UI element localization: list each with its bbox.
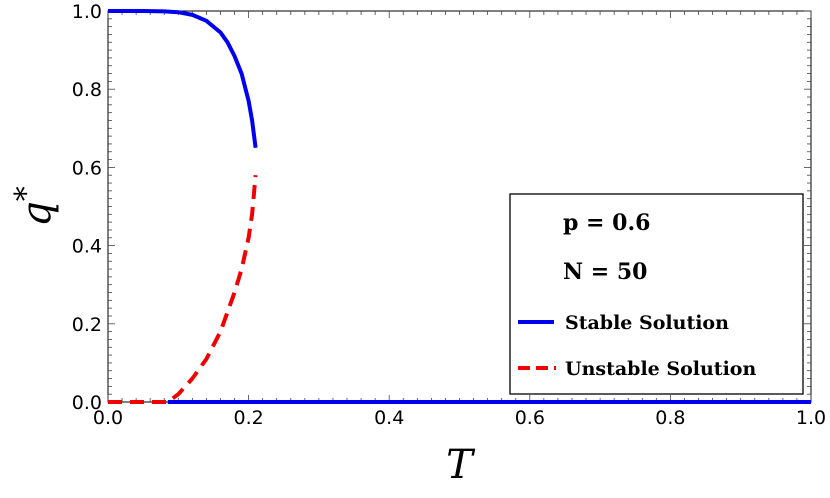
x-tick-label: 0.2 <box>233 407 263 429</box>
x-axis-label: T <box>446 442 476 488</box>
y-tick-label: 0.4 <box>72 236 102 258</box>
y-tick-label: 1.0 <box>72 1 102 23</box>
y-axis-label-superscript: * <box>9 186 44 201</box>
y-tick-label: 0.2 <box>72 314 102 336</box>
legend-box <box>509 193 804 395</box>
y-tick-label: 0.0 <box>72 392 102 414</box>
x-tick-label: 0.4 <box>374 407 404 429</box>
x-tick-label: 1.0 <box>796 407 826 429</box>
annotation-p: p = 0.6 <box>563 210 650 236</box>
series-stable-line-0 <box>108 9 258 149</box>
series-unstable-line <box>108 175 258 404</box>
x-tick-label: 0.8 <box>655 407 685 429</box>
y-axis-label: q* <box>9 186 60 227</box>
series-layer <box>108 9 811 404</box>
y-tick-label: 0.8 <box>72 79 102 101</box>
y-tick-labels: 0.0 0.2 0.4 0.6 0.8 1.0 <box>72 1 102 414</box>
annotation-n: N = 50 <box>563 259 647 285</box>
y-tick-label: 0.6 <box>72 157 102 179</box>
x-tick-labels: 0.0 0.2 0.4 0.6 0.8 1.0 <box>93 407 826 429</box>
legend-label-stable: Stable Solution <box>565 312 729 334</box>
x-tick-label: 0.0 <box>93 407 123 429</box>
x-tick-label: 0.6 <box>515 407 545 429</box>
y-axis-label-base: q <box>14 201 60 227</box>
legend-label-unstable: Unstable Solution <box>565 358 756 380</box>
legend: p = 0.6 N = 50 Stable Solution Unstable … <box>509 193 804 395</box>
